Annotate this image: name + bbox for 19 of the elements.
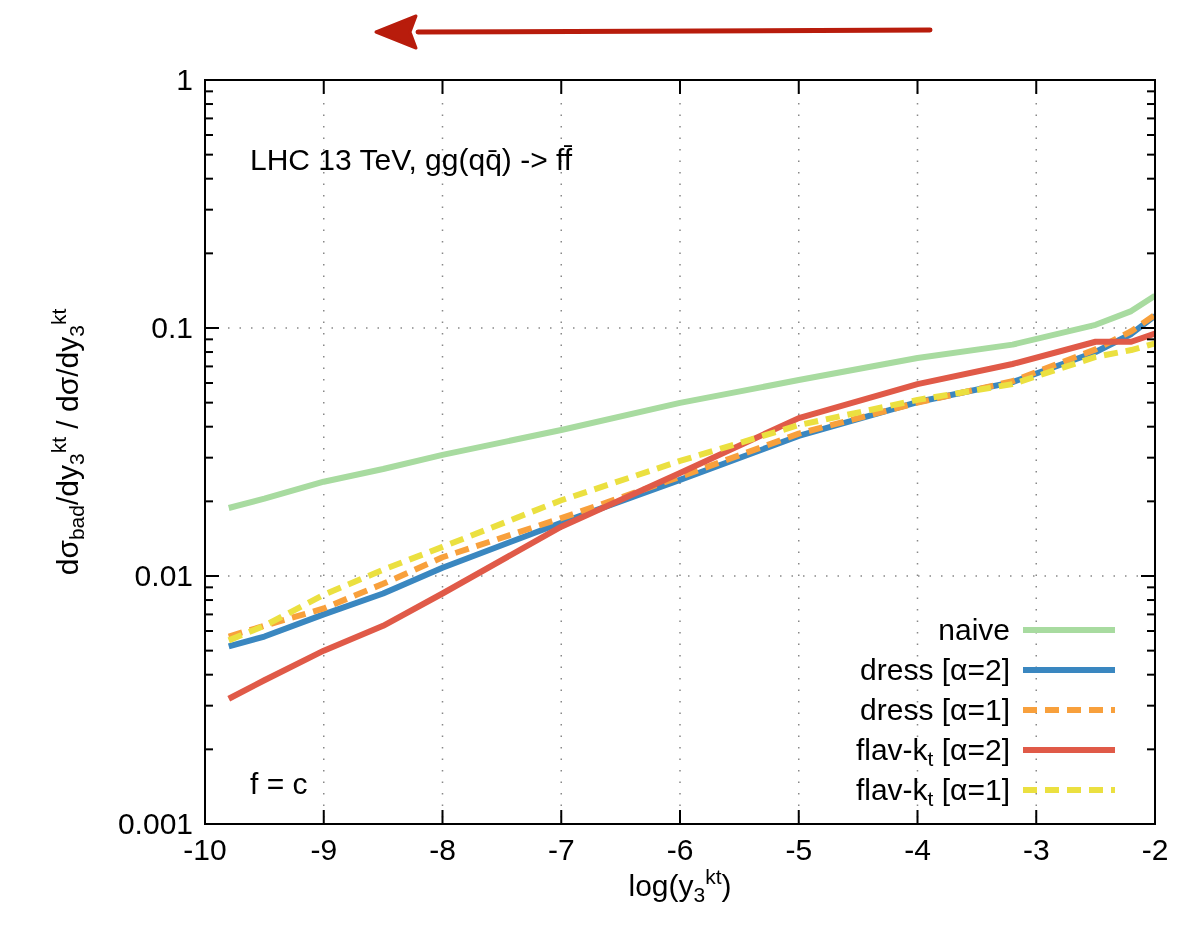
x-tick-label: -3 <box>1022 833 1050 866</box>
legend-label: flav-k$_{t}$ [α=2] <box>855 733 1010 771</box>
x-tick-label: -8 <box>429 833 456 866</box>
x-axis-title: log(y$_{3}$$^{kt}$) <box>628 865 732 907</box>
y-tick-label: 0.1 <box>151 311 193 344</box>
legend-label: dress [α=2] <box>860 653 1010 686</box>
x-tick-label: -6 <box>666 833 694 866</box>
x-tick-label: -4 <box>904 833 931 866</box>
annotation: LHC 13 TeV, gg(qq̄) -> ff̄ <box>250 143 573 176</box>
x-tick-label: -7 <box>547 833 575 866</box>
y-tick-label: 0.01 <box>134 559 193 592</box>
x-tick-label: -2 <box>1141 833 1169 866</box>
x-tick-label: -9 <box>310 833 338 866</box>
legend-label: dress [α=1] <box>860 693 1010 726</box>
legend-label: flav-k$_{t}$ [α=1] <box>855 773 1010 811</box>
y-tick-label: 1 <box>176 63 193 96</box>
annotation: f = c <box>250 767 308 800</box>
x-tick-label: -5 <box>785 833 813 866</box>
legend-label: naive <box>938 613 1010 646</box>
